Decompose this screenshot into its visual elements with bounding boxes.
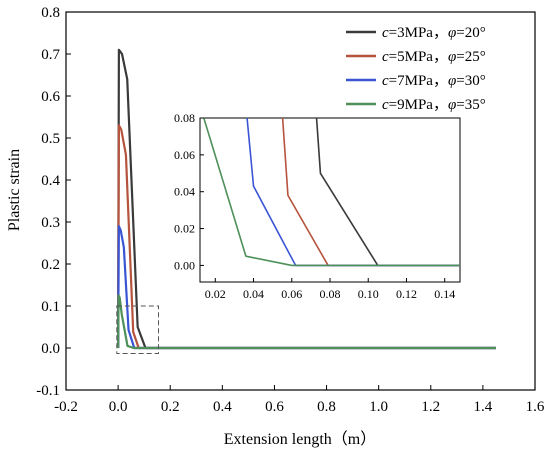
x-axis-label: Extension length（m） xyxy=(224,430,376,448)
legend-entry-3: c=7MPa，φ=30° xyxy=(382,73,486,89)
main-series-lines xyxy=(117,48,496,350)
legend-entry-2: c=5MPa，φ=25° xyxy=(382,49,486,65)
y-axis-label: Plastic strain xyxy=(6,149,23,231)
y-tick-label: 0.2 xyxy=(41,257,60,273)
inset-x-tick-label: 0.06 xyxy=(281,287,302,301)
inset-y-tick-label: 0.02 xyxy=(174,222,195,236)
inset-series-lines xyxy=(203,118,460,267)
inset-series-line-4 xyxy=(203,118,460,267)
x-tick-label: 0.6 xyxy=(265,399,284,415)
zoom-region-box xyxy=(116,305,159,354)
x-tick-label: 1.6 xyxy=(526,399,545,415)
inset-x-tick-label: 0.10 xyxy=(358,287,379,301)
inset-x-tick-label: 0.02 xyxy=(205,287,226,301)
y-tick-label: 0.7 xyxy=(41,47,60,63)
x-tick-label: -0.2 xyxy=(54,399,78,415)
x-tick-label: 1.0 xyxy=(369,399,388,415)
x-tick-label: 0.2 xyxy=(161,399,180,415)
y-tick-label: 0.4 xyxy=(41,173,60,189)
inset-x-tick-label: 0.04 xyxy=(243,287,264,301)
inset-y-tick-label: 0.00 xyxy=(174,258,195,272)
main-axis-ticks: -0.2 0.0 0.2 0.4 0.6 0.8 1.0 1.2 1.4 1.6 -0.1 0.0 0.… xyxy=(36,5,545,415)
x-tick-label: 0.8 xyxy=(317,399,336,415)
y-tick-label: 0.3 xyxy=(41,215,60,231)
inset-x-tick-label: 0.12 xyxy=(396,287,417,301)
legend-entry-1: c=3MPa，φ=20° xyxy=(382,25,486,41)
x-tick-label: 0.4 xyxy=(213,399,232,415)
inset-x-tick-label: 0.08 xyxy=(320,287,341,301)
y-tick-label: 0.5 xyxy=(41,131,60,147)
y-tick-label: 0.1 xyxy=(41,299,60,315)
inset-x-tick-label: 0.14 xyxy=(434,287,455,301)
inset-y-tick-label: 0.06 xyxy=(174,148,195,162)
inset-y-tick-label: 0.04 xyxy=(174,185,195,199)
x-tick-label: 0.0 xyxy=(109,399,128,415)
main-plot-frame xyxy=(65,11,536,391)
legend-entry-4: c=9MPa，φ=35° xyxy=(382,97,486,113)
inset-plot: 0.02 0.04 0.06 0.08 0.10 0.12 0.14 0.00 0.02 0.04… xyxy=(174,111,461,301)
legend: c=3MPa，φ=20° c=5MPa，φ=25° c=7MPa，φ=30° c=9M… xyxy=(346,25,486,113)
series-line-4 xyxy=(117,294,496,350)
y-tick-label: 0.0 xyxy=(41,341,60,357)
x-tick-label: 1.4 xyxy=(474,399,493,415)
inset-y-tick-label: 0.08 xyxy=(174,111,195,125)
x-tick-label: 1.2 xyxy=(421,399,440,415)
y-tick-label: -0.1 xyxy=(36,383,60,399)
y-tick-label: 0.8 xyxy=(41,5,60,21)
y-tick-label: 0.6 xyxy=(41,89,60,105)
inset-frame-border xyxy=(199,117,461,283)
main-frame-border xyxy=(65,11,536,391)
zoom-dashed-box xyxy=(116,305,159,354)
